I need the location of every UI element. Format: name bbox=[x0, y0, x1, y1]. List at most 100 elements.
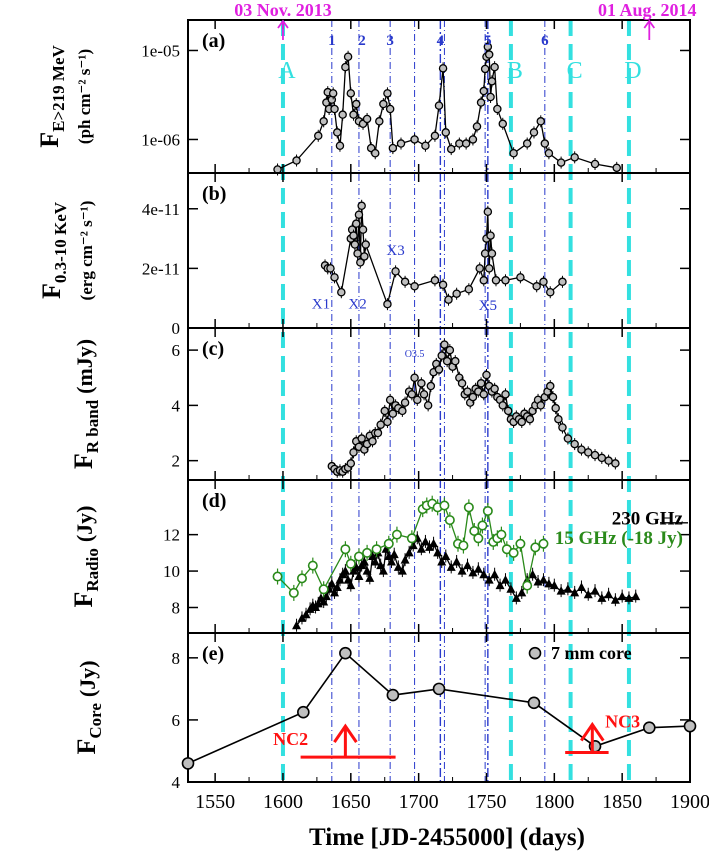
y-tick-label-d-2: 12 bbox=[163, 526, 180, 545]
data-point-d-1-0 bbox=[272, 571, 283, 582]
data-point-c-0-37 bbox=[434, 365, 444, 374]
data-point-d-1-8 bbox=[362, 547, 373, 558]
data-point-a-0-59 bbox=[590, 159, 600, 169]
data-point-a-0-35 bbox=[446, 144, 456, 154]
data-point-a-0-37 bbox=[461, 139, 471, 148]
data-point-c-0-43 bbox=[451, 356, 460, 366]
data-point-c-0-19 bbox=[380, 406, 389, 416]
data-point-b-0-27 bbox=[479, 276, 489, 285]
data-point-a-0-12 bbox=[338, 110, 347, 119]
data-point-a-0-14 bbox=[343, 52, 353, 62]
data-point-a-0-17 bbox=[351, 99, 361, 109]
panel-frame-e bbox=[187, 632, 691, 783]
legend-core-marker bbox=[528, 646, 542, 660]
data-point-a-0-32 bbox=[434, 101, 444, 110]
data-point-c-0-80 bbox=[554, 414, 563, 424]
data-point-c-0-33 bbox=[423, 401, 433, 410]
x-tick-label-5: 1800 bbox=[534, 791, 574, 813]
top-date-arrow-1 bbox=[643, 19, 656, 29]
y-tick-label-c-0: 2 bbox=[172, 452, 181, 471]
data-point-c-0-15 bbox=[368, 437, 377, 446]
panel-b: 0 2e-11 4e-11 (b) F0.3-10 KeV (erg cm⁻² s⁻¹) X… bbox=[37, 172, 691, 338]
data-point-b-0-9 bbox=[351, 219, 361, 228]
data-point-b-0-21 bbox=[430, 276, 440, 285]
knot-NC3: NC3 bbox=[565, 712, 640, 755]
y-axis-label-d: FRadio (Jy) bbox=[69, 505, 102, 607]
panel-tag-b: (b) bbox=[202, 183, 226, 205]
data-point-c-0-84 bbox=[577, 445, 586, 454]
legend-230ghz-label: 230 GHz bbox=[612, 509, 684, 530]
data-point-c-0-31 bbox=[417, 379, 426, 388]
y-label-main-e: F bbox=[72, 739, 101, 755]
y-tick-label-e-0: 4 bbox=[172, 773, 181, 792]
y-tick-label-d-0: 8 bbox=[172, 599, 181, 618]
data-point-c-0-88 bbox=[604, 456, 613, 465]
data-point-c-0-61 bbox=[501, 390, 510, 399]
y-axis-label-b: F0.3-10 KeV (erg cm⁻² s⁻¹) bbox=[37, 201, 96, 301]
data-point-c-0-28 bbox=[407, 390, 417, 399]
x-tick-label-3: 1700 bbox=[399, 791, 439, 813]
data-point-a-0-45 bbox=[484, 50, 494, 59]
data-point-a-0-33 bbox=[438, 64, 448, 73]
data-point-e-0-8 bbox=[683, 719, 697, 733]
data-point-b-0-40 bbox=[558, 277, 567, 287]
data-point-b-0-19 bbox=[400, 277, 410, 287]
data-point-c-0-25 bbox=[398, 406, 407, 416]
data-point-a-0-15 bbox=[346, 89, 356, 98]
data-point-d-1-33 bbox=[530, 542, 541, 553]
y-tick-label-b-0: 0 bbox=[172, 319, 181, 338]
series-c-0 bbox=[327, 338, 620, 478]
data-point-a-0-9 bbox=[330, 104, 339, 114]
x-tick-label-1: 1600 bbox=[263, 791, 303, 813]
data-point-c-0-7 bbox=[346, 459, 356, 468]
period-letter-C: C bbox=[567, 58, 583, 84]
y-label-sub-d: Radio bbox=[83, 548, 102, 591]
data-point-a-0-13 bbox=[341, 62, 350, 72]
data-point-d-1-28 bbox=[496, 529, 507, 540]
data-point-d-1-23 bbox=[473, 533, 484, 544]
data-point-a-0-50 bbox=[498, 119, 508, 129]
data-point-c-0-54 bbox=[482, 370, 491, 380]
data-point-a-0-53 bbox=[529, 128, 539, 137]
series-line-e-0 bbox=[187, 652, 691, 765]
series-b-0 bbox=[320, 199, 567, 311]
x-tick-label-6: 1850 bbox=[602, 791, 642, 813]
y-tick-label-c-2: 6 bbox=[172, 341, 181, 360]
data-point-a-0-20 bbox=[362, 114, 372, 124]
data-point-a-0-26 bbox=[385, 104, 395, 114]
data-point-c-0-87 bbox=[597, 453, 607, 463]
x-tick-label-7: 1900 bbox=[670, 791, 709, 813]
data-point-c-0-32 bbox=[419, 390, 429, 399]
data-point-e-0-7 bbox=[642, 721, 656, 734]
data-point-c-0-47 bbox=[463, 387, 472, 396]
data-point-a-0-47 bbox=[487, 77, 497, 86]
data-point-d-1-31 bbox=[515, 538, 526, 549]
panel-e: 4 6 8 (e) FCore (Jy) 7 mm core NC2 NC3 bbox=[72, 632, 697, 792]
knot-label-NC3: NC3 bbox=[605, 712, 640, 732]
data-point-c-0-57 bbox=[490, 384, 499, 394]
data-point-a-0-42 bbox=[480, 64, 490, 74]
data-point-d-1-21 bbox=[463, 502, 474, 513]
data-point-b-0-38 bbox=[539, 277, 548, 287]
data-point-a-0-22 bbox=[370, 149, 380, 158]
y-label-sub-c: R band bbox=[83, 399, 102, 453]
data-point-c-0-53 bbox=[479, 390, 489, 399]
y-tick-label-d-1: 10 bbox=[163, 562, 180, 581]
data-point-c-0-21 bbox=[385, 395, 395, 405]
data-point-b-0-20 bbox=[410, 282, 419, 291]
y-label-units-a: (ph cm⁻² s⁻¹) bbox=[75, 49, 94, 144]
x-tick-label-2: 1650 bbox=[331, 791, 371, 813]
data-point-b-0-31 bbox=[484, 264, 494, 273]
data-point-b-0-22 bbox=[438, 280, 448, 290]
data-point-a-0-54 bbox=[536, 117, 546, 126]
data-point-d-1-11 bbox=[391, 529, 402, 540]
data-point-a-0-29 bbox=[410, 135, 419, 144]
data-point-a-0-23 bbox=[375, 117, 384, 126]
data-point-c-0-79 bbox=[551, 403, 560, 413]
annotation-b-3: X5 bbox=[479, 298, 497, 314]
series-e-0 bbox=[181, 646, 697, 770]
data-point-a-0-25 bbox=[383, 89, 392, 98]
data-point-a-0-2 bbox=[313, 131, 323, 141]
